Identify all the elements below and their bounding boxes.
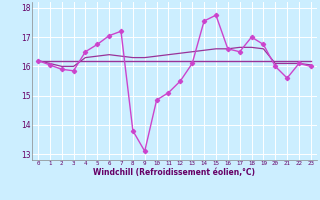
X-axis label: Windchill (Refroidissement éolien,°C): Windchill (Refroidissement éolien,°C) — [93, 168, 255, 177]
